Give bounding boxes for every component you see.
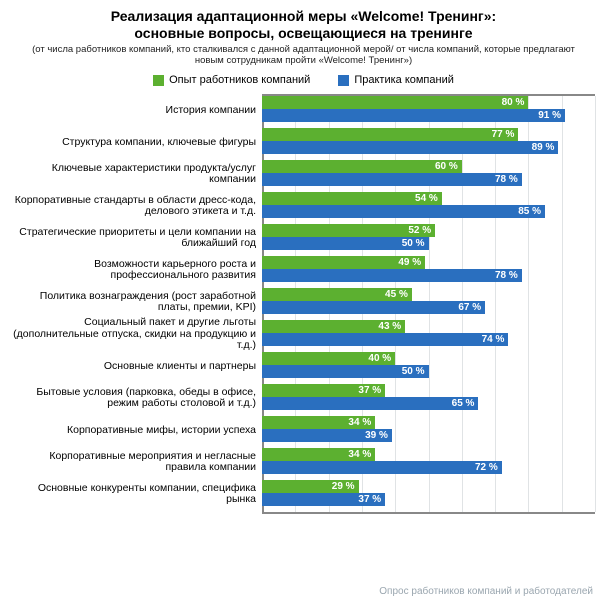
bar-group: 43 % 74 % <box>262 320 595 352</box>
bar: 45 % <box>262 288 412 301</box>
category-label: Основные клиенты и партнеры <box>12 350 262 382</box>
category-label: Социальный пакет и другие льготы (дополн… <box>12 318 262 350</box>
legend-item-0: Опыт работников компаний <box>153 74 310 86</box>
bar: 54 % <box>262 192 442 205</box>
category-label: Основные конкуренты компании, специфика … <box>12 478 262 510</box>
bar-value-label: 54 % <box>415 192 438 205</box>
bar-group: 77 % 89 % <box>262 128 595 160</box>
bar: 74 % <box>262 333 508 346</box>
bar-value-label: 45 % <box>385 288 408 301</box>
bar: 78 % <box>262 269 522 282</box>
bar-value-label: 91 % <box>538 109 561 122</box>
bar-group: 52 %50 % <box>262 224 595 256</box>
category-label: Бытовые условия (парковка, обеды в офисе… <box>12 382 262 414</box>
bar: 72 % <box>262 461 502 474</box>
bar: 50 % <box>262 365 429 378</box>
chart-rows: 80 %91 %77 %89 %60 %78 %54 %85 %52 %50 %… <box>262 96 595 512</box>
bar-value-label: 80 % <box>502 96 525 109</box>
bar-group: 54 % 85 % <box>262 192 595 224</box>
bar: 77 % <box>262 128 518 141</box>
bar-value-label: 67 % <box>458 301 481 314</box>
bar-value-label: 34 % <box>348 416 371 429</box>
bar-group: 45 % 67 % <box>262 288 595 320</box>
chart-container: Реализация адаптационной меры «Welcome! … <box>0 0 607 600</box>
chart-area: История компанииСтруктура компании, ключ… <box>12 94 595 514</box>
bar-value-label: 50 % <box>402 237 425 250</box>
bar: 39 % <box>262 429 392 442</box>
bar-group: 60 % 78 % <box>262 160 595 192</box>
category-label: Стратегические приоритеты и цели компани… <box>12 222 262 254</box>
bar-value-label: 74 % <box>482 333 505 346</box>
category-label: История компании <box>12 94 262 126</box>
bar-value-label: 40 % <box>368 352 391 365</box>
legend-swatch-1 <box>338 75 349 86</box>
bar: 60 % <box>262 160 462 173</box>
gridline <box>595 96 596 512</box>
chart-subtitle: (от числа работников компаний, кто сталк… <box>12 44 595 67</box>
bars-column: 80 %91 %77 %89 %60 %78 %54 %85 %52 %50 %… <box>262 94 595 514</box>
bar-value-label: 43 % <box>378 320 401 333</box>
bar-group: 37 % 65 % <box>262 384 595 416</box>
bar: 50 % <box>262 237 429 250</box>
bar-group: 80 % 91 % <box>262 96 595 128</box>
bar: 80 % <box>262 96 528 109</box>
bar: 67 % <box>262 301 485 314</box>
chart-legend: Опыт работников компаний Практика компан… <box>12 74 595 86</box>
bar: 49 % <box>262 256 425 269</box>
bar-value-label: 65 % <box>452 397 475 410</box>
category-label: Корпоративные стандарты в области дресс-… <box>12 190 262 222</box>
bar-group: 34 % 72 % <box>262 448 595 480</box>
bar-group: 49 % 78 % <box>262 256 595 288</box>
bar-value-label: 60 % <box>435 160 458 173</box>
category-label: Корпоративные мифы, истории успеха <box>12 414 262 446</box>
chart-footer: Опрос работников компаний и работодателе… <box>379 586 593 597</box>
bar-value-label: 49 % <box>398 256 421 269</box>
category-label: Ключевые характеристики продукта/услуг к… <box>12 158 262 190</box>
bar-value-label: 72 % <box>475 461 498 474</box>
title-line-2: основные вопросы, освещающиеся на тренин… <box>134 25 472 41</box>
category-label: Корпоративные мероприятия и негласные пр… <box>12 446 262 478</box>
bar: 43 % <box>262 320 405 333</box>
bar-value-label: 34 % <box>348 448 371 461</box>
bar-value-label: 78 % <box>495 269 518 282</box>
bar-value-label: 85 % <box>518 205 541 218</box>
legend-swatch-0 <box>153 75 164 86</box>
bar: 37 % <box>262 493 385 506</box>
category-label: Возможности карьерного роста и профессио… <box>12 254 262 286</box>
bar-group: 34 %39 % <box>262 416 595 448</box>
bar-value-label: 37 % <box>358 384 381 397</box>
bar-value-label: 52 % <box>408 224 431 237</box>
bar: 34 % <box>262 448 375 461</box>
category-label: Структура компании, ключевые фигуры <box>12 126 262 158</box>
chart-title: Реализация адаптационной меры «Welcome! … <box>12 8 595 42</box>
bar: 65 % <box>262 397 478 410</box>
legend-label-0: Опыт работников компаний <box>169 74 310 86</box>
bar-value-label: 29 % <box>332 480 355 493</box>
bar-group: 29 %37 % <box>262 480 595 512</box>
legend-item-1: Практика компаний <box>338 74 454 86</box>
bar: 34 % <box>262 416 375 429</box>
bar-value-label: 89 % <box>532 141 555 154</box>
bar-value-label: 77 % <box>492 128 515 141</box>
bar: 37 % <box>262 384 385 397</box>
bar-value-label: 78 % <box>495 173 518 186</box>
bar: 29 % <box>262 480 359 493</box>
bar: 78 % <box>262 173 522 186</box>
bar: 52 % <box>262 224 435 237</box>
legend-label-1: Практика компаний <box>354 74 454 86</box>
bar: 89 % <box>262 141 558 154</box>
bar: 40 % <box>262 352 395 365</box>
bar: 85 % <box>262 205 545 218</box>
labels-column: История компанииСтруктура компании, ключ… <box>12 94 262 514</box>
category-label: Политика вознаграждения (рост заработной… <box>12 286 262 318</box>
title-line-1: Реализация адаптационной меры «Welcome! … <box>111 8 496 24</box>
bar-group: 40 % 50 % <box>262 352 595 384</box>
bar-value-label: 37 % <box>358 493 381 506</box>
bar: 91 % <box>262 109 565 122</box>
bar-value-label: 39 % <box>365 429 388 442</box>
bar-value-label: 50 % <box>402 365 425 378</box>
